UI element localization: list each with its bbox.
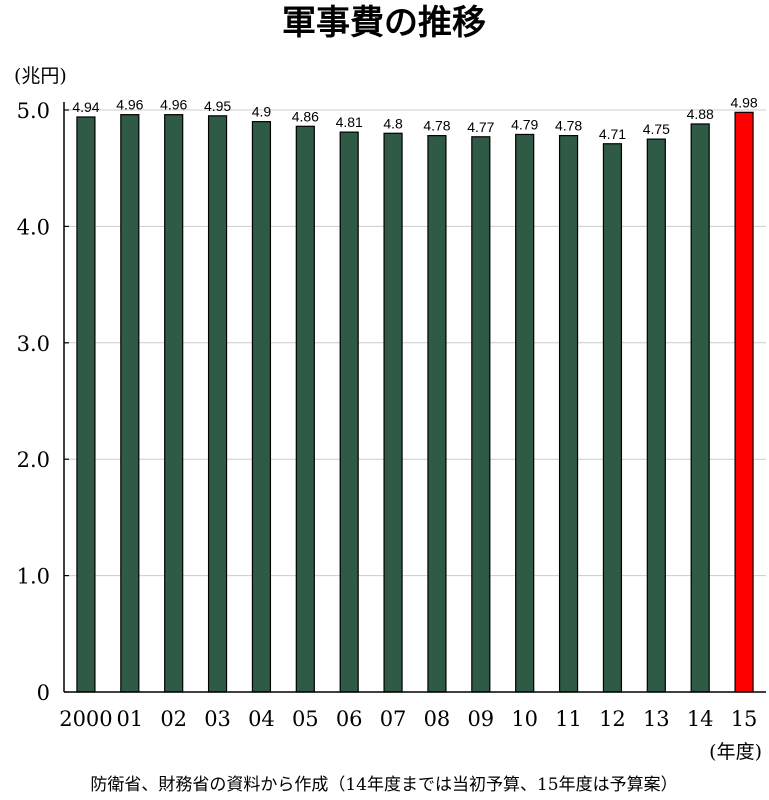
y-tick-label: 0: [37, 681, 50, 705]
bar: [734, 111, 754, 693]
value-label: 4.8: [383, 115, 403, 131]
axes: [63, 102, 766, 693]
bar: [295, 125, 315, 693]
y-axis-unit-label: (兆円): [14, 65, 67, 87]
source-note: 防衛省、財務省の資料から作成（14年度までは当初予算、15年度は予算案）: [90, 775, 677, 795]
value-label: 4.75: [643, 121, 670, 137]
x-tick-label: 12: [599, 707, 626, 731]
x-tick-label: 01: [116, 707, 143, 731]
bar: [646, 138, 666, 693]
value-label: 4.81: [336, 114, 363, 130]
y-tick-label: 5.0: [17, 99, 50, 123]
y-tick-label: 1.0: [17, 565, 50, 589]
value-label: 4.79: [511, 116, 538, 132]
value-label: 4.94: [72, 99, 99, 115]
value-label: 4.95: [204, 98, 231, 114]
bar: [164, 114, 184, 693]
x-tick-label: 06: [336, 707, 363, 731]
value-label: 4.86: [292, 108, 319, 124]
value-label: 4.78: [423, 118, 450, 134]
labels: 0 1.0 2.0 3.0 4.0 5.0 4.94 2000 4.96 01 4.96 02 4.95…: [17, 94, 758, 731]
x-tick-label: 04: [248, 707, 275, 731]
bar: [515, 133, 535, 693]
x-tick-label: 03: [204, 707, 231, 731]
x-tick-label: 08: [424, 707, 451, 731]
y-tick-label: 2.0: [17, 448, 50, 472]
bar: [690, 123, 710, 693]
value-label: 4.96: [160, 97, 187, 113]
x-tick-label: 2000: [59, 707, 112, 731]
bar: [251, 121, 272, 693]
bar: [76, 116, 96, 693]
value-label: 4.71: [599, 126, 626, 142]
x-tick-label: 09: [467, 707, 494, 731]
value-label: 4.96: [116, 97, 143, 113]
x-tick-label: 02: [160, 707, 187, 731]
bar: [602, 143, 623, 693]
x-tick-label: 14: [687, 707, 714, 731]
x-tick-label: 10: [511, 707, 538, 731]
value-label: 4.77: [467, 119, 494, 135]
bars: [76, 111, 754, 693]
x-tick-label: 11: [555, 707, 582, 731]
y-tick-label: 3.0: [17, 332, 50, 356]
bar: [427, 135, 447, 693]
y-tick-label: 4.0: [17, 215, 50, 239]
bar: [120, 114, 140, 693]
value-label: 4.9: [252, 104, 272, 120]
bar: [339, 131, 359, 693]
x-tick-label: 07: [380, 707, 407, 731]
x-tick-label: 05: [292, 707, 319, 731]
value-label: 4.78: [555, 118, 582, 134]
value-label: 4.88: [687, 106, 714, 122]
value-label: 4.98: [730, 94, 757, 110]
bar: [383, 132, 403, 693]
x-tick-label: 15: [731, 707, 758, 731]
bar: [207, 115, 228, 693]
x-tick-label: 13: [643, 707, 670, 731]
bar: [471, 136, 491, 693]
x-axis-unit-label: (年度): [709, 741, 762, 763]
bar: [558, 135, 579, 693]
chart-title: 軍事費の推移: [282, 3, 486, 43]
